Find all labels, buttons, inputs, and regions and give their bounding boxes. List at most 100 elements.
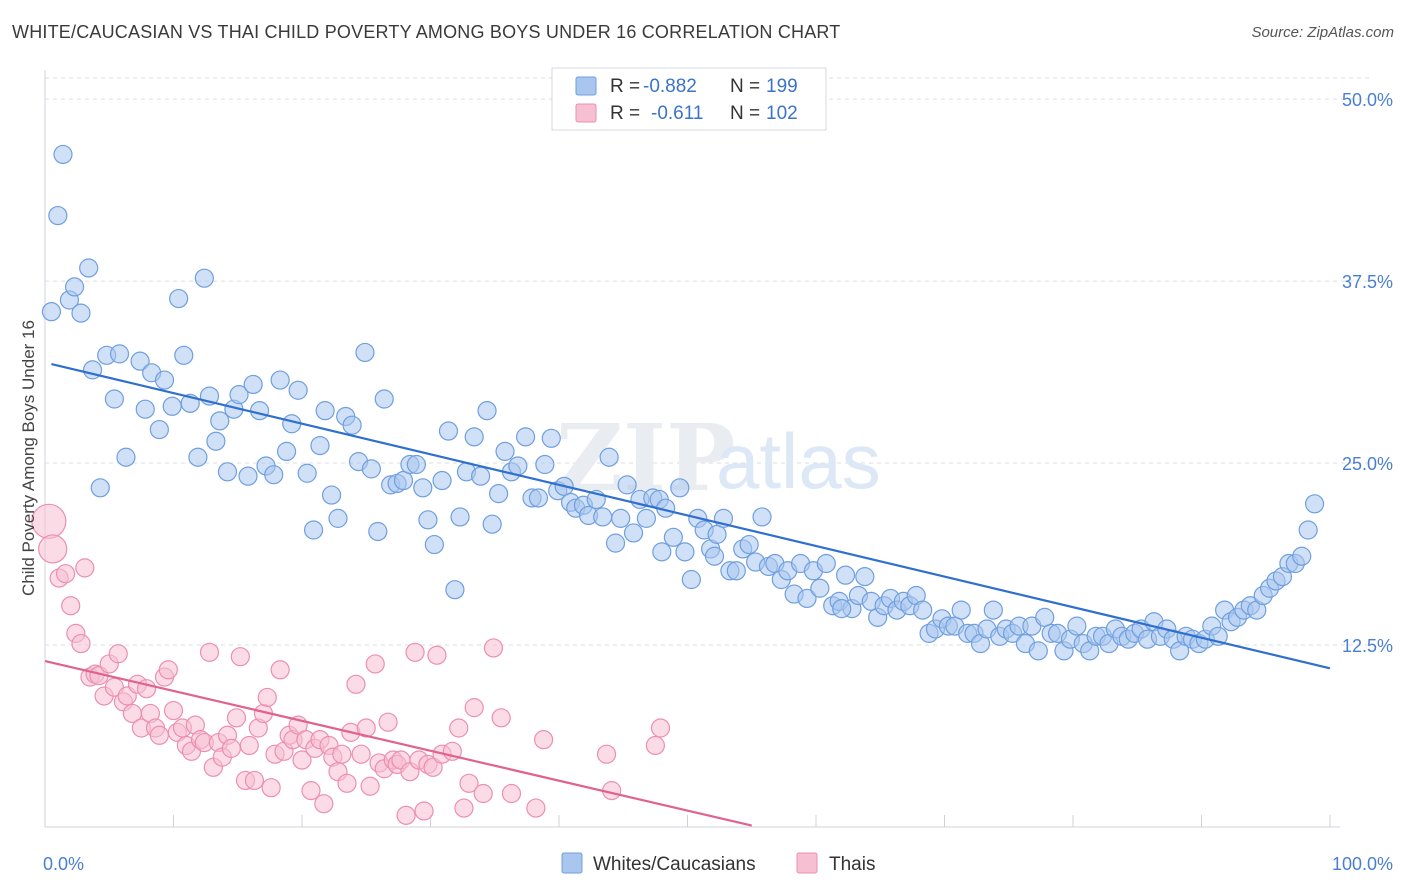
white-point-92	[636, 508, 656, 528]
thai-point-101	[650, 718, 671, 738]
thai-point-26	[163, 700, 184, 721]
thai-point-4	[61, 596, 81, 616]
white-point-50	[368, 521, 388, 542]
white-point-41	[310, 435, 330, 456]
thai-point-34	[199, 642, 220, 662]
series-legend: Whites/Caucasians Thais	[561, 852, 875, 875]
white-point-70	[495, 441, 515, 462]
correlation-legend: R = -0.882 N = 199 R = -0.611 N = 102	[551, 67, 827, 131]
x-tick-label-0: 0.0%	[43, 854, 84, 874]
thai-point-93	[483, 638, 504, 658]
white-point-59	[424, 534, 444, 555]
white-point-85	[593, 507, 613, 527]
white-point-31	[243, 374, 263, 395]
thai-point-55	[292, 750, 312, 770]
thai-point-82	[414, 801, 434, 821]
bottom-legend-label-pink: Thais	[829, 854, 875, 875]
thai-point-89	[454, 798, 474, 818]
white-point-77	[541, 428, 561, 448]
white-point-106	[726, 561, 746, 581]
thai-point-23	[149, 725, 169, 745]
white-point-4	[64, 277, 85, 297]
white-point-146	[983, 600, 1003, 620]
y-tick-label-3: 50.0%	[1342, 90, 1393, 110]
white-point-89	[617, 475, 637, 495]
white-point-14	[135, 399, 155, 419]
watermark: ZIP atlas	[556, 404, 881, 512]
white-point-16	[149, 419, 169, 440]
thai-point-69	[356, 718, 376, 738]
thai-point-43	[239, 735, 259, 756]
white-point-141	[951, 600, 971, 620]
thai-point-95	[501, 783, 522, 804]
white-point-88	[611, 508, 631, 528]
thai-point-98	[596, 744, 617, 764]
white-point-61	[438, 421, 459, 441]
white-point-12	[116, 447, 136, 467]
thai-point-6	[71, 633, 91, 654]
white-point-90	[623, 523, 644, 543]
thai-point-1	[38, 534, 68, 564]
thai-point-57	[301, 781, 321, 801]
white-point-17	[154, 370, 175, 390]
white-point-63	[450, 507, 470, 527]
white-point-29	[229, 385, 249, 405]
thai-point-88	[449, 718, 469, 738]
white-point-42	[315, 401, 335, 421]
white-point-119	[810, 578, 830, 598]
thai-point-68	[351, 744, 371, 764]
white-point-39	[297, 463, 317, 483]
y-tick-label-1: 25.0%	[1342, 454, 1393, 474]
white-trend-line	[51, 362, 1331, 670]
white-point-27	[217, 462, 238, 482]
thai-point-74	[378, 712, 398, 732]
thai-point-25	[158, 660, 178, 680]
legend-box	[551, 67, 827, 131]
white-point-159	[1067, 616, 1087, 636]
trend-lines	[44, 362, 1331, 827]
white-point-18	[162, 396, 182, 416]
white-point-66	[471, 466, 491, 486]
white-point-11	[109, 344, 130, 364]
y-tick-label-2: 37.5%	[1342, 272, 1393, 292]
legend-n-value-blue: 199	[766, 76, 798, 97]
white-point-62	[445, 580, 465, 600]
white-point-68	[482, 514, 502, 534]
thai-point-80	[405, 642, 425, 662]
thai-point-91	[464, 698, 484, 718]
thai-points	[31, 503, 671, 825]
white-point-96	[663, 527, 683, 547]
white-point-2	[48, 205, 68, 226]
white-point-58	[418, 510, 438, 530]
white-point-5	[71, 303, 91, 323]
white-point-72	[508, 456, 528, 476]
white-point-120	[816, 553, 836, 574]
legend-n-value-pink: 102	[766, 103, 798, 124]
white-point-57	[413, 478, 433, 498]
thai-point-64	[332, 744, 352, 764]
white-point-73	[515, 427, 536, 447]
white-point-46	[342, 415, 362, 435]
white-point-6	[79, 258, 99, 278]
y-tick-label-0: 12.5%	[1342, 636, 1393, 656]
white-points	[41, 144, 1325, 661]
white-point-199	[832, 599, 852, 619]
white-point-135	[913, 600, 933, 620]
thai-point-41	[230, 647, 250, 667]
white-point-103	[707, 524, 727, 544]
white-point-38	[288, 380, 308, 400]
legend-n-label-blue: N =	[730, 76, 760, 97]
thai-trend-line	[44, 659, 752, 827]
white-point-32	[249, 401, 270, 421]
thai-point-97	[533, 730, 554, 750]
white-point-197	[704, 546, 725, 566]
white-point-99	[681, 569, 701, 590]
white-point-20	[174, 345, 194, 365]
white-point-97	[670, 478, 690, 498]
thai-point-48	[261, 778, 281, 798]
thai-point-67	[346, 674, 366, 694]
axes	[44, 70, 1340, 828]
thai-point-100	[645, 735, 665, 756]
legend-swatch-pink	[575, 103, 597, 123]
